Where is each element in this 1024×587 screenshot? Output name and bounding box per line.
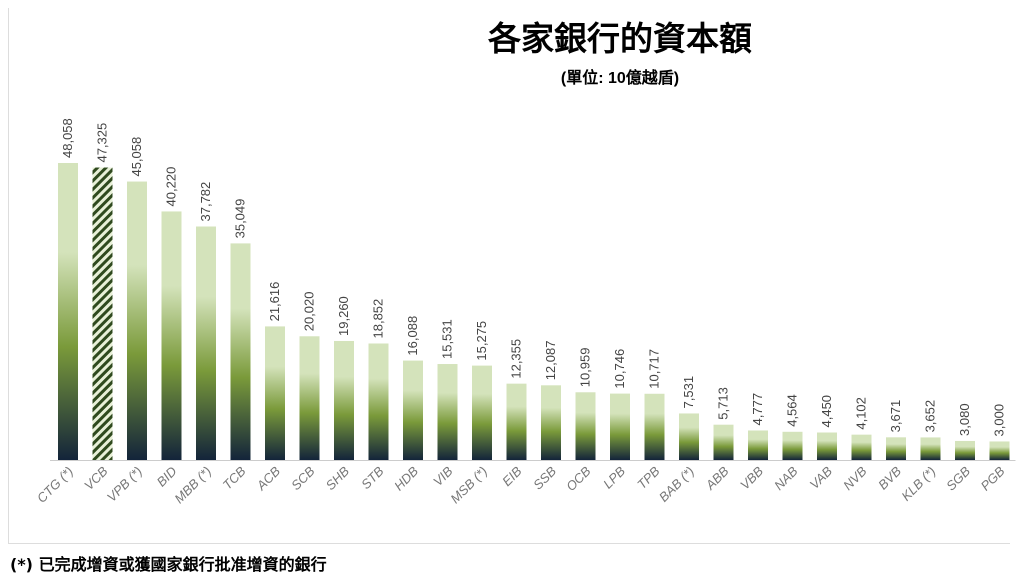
category-label: HDB <box>391 463 421 493</box>
value-label: 3,080 <box>957 403 972 436</box>
bar-eib <box>506 383 527 460</box>
category-label: ACB <box>253 463 283 493</box>
bar-klb <box>920 437 941 460</box>
value-label: 12,355 <box>509 339 524 379</box>
value-label: 40,220 <box>164 167 179 207</box>
bar-sgb <box>955 440 975 460</box>
value-label: 21,616 <box>267 282 282 322</box>
bar-ctg <box>58 163 78 460</box>
bar-nvb <box>851 434 872 460</box>
category-label: PGB <box>978 463 1008 493</box>
footnote: (*) 已完成增資或獲國家銀行批准增資的銀行 <box>10 555 327 574</box>
bar-ocb <box>575 392 596 460</box>
category-label: BID <box>154 464 180 490</box>
value-label: 3,671 <box>888 400 903 433</box>
value-label: 10,746 <box>612 349 627 389</box>
chart-title: 各家銀行的資本額 <box>488 19 752 58</box>
category-label: SSB <box>530 463 559 492</box>
bar-vcb <box>92 167 113 460</box>
category-label: SHB <box>323 463 353 493</box>
bar-lpb <box>610 393 630 460</box>
value-label: 19,260 <box>336 296 351 336</box>
bar-shb <box>334 340 354 460</box>
bar-bab <box>679 413 699 460</box>
value-label: 7,531 <box>681 376 696 409</box>
category-label: SCB <box>288 463 318 493</box>
category-label: BAB (*) <box>656 464 697 505</box>
category-label: KLB (*) <box>898 464 938 504</box>
category-label: VPB (*) <box>104 464 145 505</box>
bar-mbb <box>196 226 216 460</box>
value-label: 10,717 <box>647 349 662 389</box>
category-label: NVB <box>840 463 870 493</box>
value-label: 37,782 <box>198 182 213 222</box>
category-label: TCB <box>220 463 249 492</box>
bar-bvb <box>886 437 906 460</box>
value-label: 45,058 <box>129 137 144 177</box>
value-label: 16,088 <box>405 316 420 356</box>
chart-frame <box>8 8 1010 544</box>
bar-nab <box>782 431 803 460</box>
value-label: 15,275 <box>474 321 489 361</box>
value-label: 48,058 <box>60 118 75 158</box>
category-label: VIB <box>430 463 456 489</box>
category-label: LPB <box>600 463 628 491</box>
category-label: OCB <box>563 463 594 494</box>
category-label: BVB <box>875 463 904 492</box>
bar-pgb <box>989 441 1010 460</box>
value-label: 15,531 <box>440 319 455 359</box>
category-label: STB <box>358 463 387 492</box>
bar-tcb <box>230 243 251 460</box>
value-label: 18,852 <box>371 299 386 339</box>
value-label: 4,102 <box>854 397 869 430</box>
bar-scb <box>299 336 320 460</box>
bar-hdb <box>403 360 423 460</box>
value-label: 3,652 <box>923 400 938 433</box>
value-label: 12,087 <box>543 341 558 381</box>
category-label: ABB <box>702 463 732 493</box>
category-label: VCB <box>81 463 111 493</box>
category-label: SGB <box>943 463 973 493</box>
category-label: VBB <box>737 463 766 492</box>
category-label: NAB <box>771 463 801 493</box>
value-label: 4,777 <box>750 393 765 426</box>
chart-subtitle: (單位: 10億越盾) <box>560 70 680 87</box>
bar-tpb <box>644 393 665 460</box>
bar-vbb <box>748 430 768 460</box>
value-label: 35,049 <box>233 199 248 239</box>
bar-vib <box>437 364 458 460</box>
category-label: VAB <box>807 463 836 492</box>
category-label: MSB (*) <box>447 464 490 507</box>
bar-msb <box>472 365 492 460</box>
bar-stb <box>368 343 389 460</box>
value-label: 4,450 <box>819 395 834 428</box>
value-label: 47,325 <box>95 123 110 163</box>
bar-vab <box>817 432 837 460</box>
value-label: 4,564 <box>785 394 800 427</box>
bar-abb <box>713 424 734 460</box>
bar-acb <box>265 326 285 460</box>
bar-vpb <box>127 181 147 460</box>
bar-bid <box>161 211 182 460</box>
value-label: 3,000 <box>992 404 1007 437</box>
value-label: 5,713 <box>716 387 731 420</box>
category-label: TPB <box>634 463 663 492</box>
bar-ssb <box>541 385 561 460</box>
category-label: CTG (*) <box>34 464 76 506</box>
category-label: MBB (*) <box>171 464 214 507</box>
value-label: 20,020 <box>302 292 317 332</box>
category-label: EIB <box>499 463 525 489</box>
value-label: 10,959 <box>578 348 593 388</box>
